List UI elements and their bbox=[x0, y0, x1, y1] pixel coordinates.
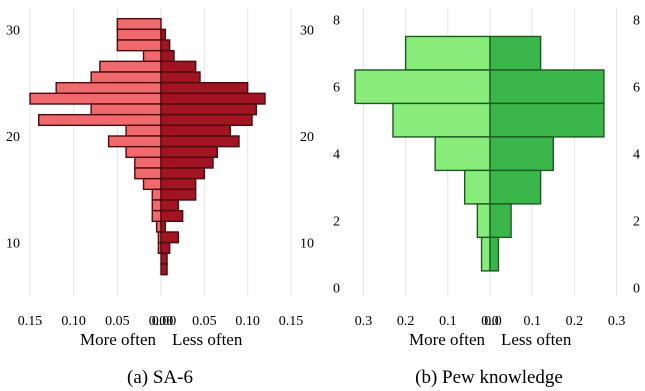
histogram-bar bbox=[160, 28, 167, 41]
histogram-bar bbox=[160, 92, 266, 105]
histogram-bar bbox=[489, 102, 605, 138]
y-tick-label: 30 bbox=[300, 23, 314, 38]
histogram-bar bbox=[116, 28, 162, 41]
histogram-bar bbox=[116, 39, 162, 52]
histogram-bar bbox=[125, 145, 162, 159]
x-tick-label: 0.00 bbox=[152, 314, 177, 329]
x-tick-label: 0.3 bbox=[608, 314, 626, 329]
histogram-bar bbox=[142, 177, 162, 191]
y-tick-label: 10 bbox=[300, 237, 314, 252]
histogram-bar bbox=[55, 81, 162, 95]
histogram-bar bbox=[160, 241, 171, 255]
histogram-bar bbox=[116, 17, 162, 31]
y-tick-label: 20 bbox=[6, 130, 20, 145]
y-tick-label: 30 bbox=[6, 23, 20, 38]
caption-sa6: (a) SA-6 bbox=[127, 367, 193, 388]
x-tick-label: 0.1 bbox=[523, 314, 541, 329]
histogram-bar bbox=[99, 60, 162, 73]
x-tick-label: 0.15 bbox=[279, 314, 304, 329]
x-tick-label: 0.0 bbox=[481, 314, 499, 329]
histogram-bar bbox=[160, 145, 219, 159]
histogram-bar bbox=[38, 113, 162, 127]
histogram-bar bbox=[160, 60, 197, 73]
histogram-bar bbox=[354, 69, 491, 105]
y-tick-label: 2 bbox=[333, 215, 340, 230]
histogram-bar bbox=[90, 103, 162, 116]
y-tick-label: 0 bbox=[333, 282, 340, 297]
histogram-bar bbox=[434, 136, 491, 172]
histogram-bar bbox=[151, 209, 162, 223]
histogram-bar bbox=[160, 81, 249, 95]
histogram-bar bbox=[160, 71, 201, 84]
y-tick-label: 0 bbox=[633, 282, 640, 297]
panel-sa6: 0.15 0.10 0.05 0.000.00 0.05 0.10 0.1510203010… bbox=[6, 8, 314, 349]
histogram-bar bbox=[480, 236, 491, 272]
y-tick-label: 6 bbox=[333, 81, 340, 96]
histogram-bar bbox=[489, 203, 512, 239]
histogram-bar bbox=[151, 188, 162, 201]
y-tick-label: 6 bbox=[633, 81, 640, 96]
histogram-bar bbox=[160, 177, 197, 191]
x-tick-label: 0.10 bbox=[61, 314, 86, 329]
caption-pew-knowledge: (b) Pew knowledge bbox=[415, 367, 563, 388]
histogram-bar bbox=[160, 231, 180, 244]
x-tick-label: 0.15 bbox=[18, 314, 43, 329]
histogram-bar bbox=[392, 102, 491, 138]
histogram-bar bbox=[134, 156, 162, 169]
x-tick-label: 0.1 bbox=[439, 314, 457, 329]
y-tick-label: 4 bbox=[633, 148, 640, 163]
x-axis-label-less-often: Less often bbox=[501, 330, 572, 349]
histogram-bar bbox=[489, 236, 500, 272]
histogram-bar bbox=[160, 103, 258, 116]
x-tick-label: 0.2 bbox=[397, 314, 415, 329]
histogram-bar bbox=[125, 124, 162, 137]
y-tick-label: 8 bbox=[333, 14, 340, 29]
x-tick-label: 0.10 bbox=[235, 314, 260, 329]
histogram-bar bbox=[142, 49, 162, 63]
y-tick-label: 2 bbox=[633, 215, 640, 230]
histogram-bar bbox=[404, 35, 491, 71]
x-axis-label-more-often: More often bbox=[80, 330, 157, 349]
histogram-bar bbox=[160, 39, 171, 52]
histogram-bar bbox=[160, 156, 214, 169]
x-axis-label-more-often: More often bbox=[409, 330, 486, 349]
x-tick-label: 0.00 bbox=[149, 314, 174, 329]
y-tick-label: 8 bbox=[633, 14, 640, 29]
histogram-bar bbox=[160, 135, 240, 148]
x-axis-label-less-often: Less often bbox=[172, 330, 243, 349]
y-tick-label: 4 bbox=[333, 148, 340, 163]
histogram-bar bbox=[160, 199, 180, 212]
histogram-bar bbox=[160, 49, 175, 63]
histogram-bar bbox=[160, 167, 206, 180]
histogram-bar bbox=[29, 92, 162, 105]
x-tick-label: 0.3 bbox=[355, 314, 373, 329]
y-tick-label: 20 bbox=[300, 130, 314, 145]
x-tick-label: 0.0 bbox=[484, 314, 502, 329]
y-tick-label: 10 bbox=[6, 237, 20, 252]
histogram-bar bbox=[151, 199, 162, 212]
histogram-bar bbox=[160, 113, 253, 127]
histogram-bar bbox=[489, 169, 542, 205]
histogram-bar bbox=[489, 136, 554, 172]
histogram-bar bbox=[489, 69, 605, 105]
histogram-bar bbox=[160, 263, 168, 276]
x-tick-label: 0.05 bbox=[105, 314, 130, 329]
histogram-bar bbox=[134, 167, 162, 180]
histogram-bar bbox=[489, 35, 542, 71]
histogram-bar bbox=[160, 124, 232, 137]
histogram-bar bbox=[463, 169, 491, 205]
histogram-bar bbox=[160, 209, 184, 223]
x-tick-label: 0.2 bbox=[566, 314, 584, 329]
x-tick-label: 0.05 bbox=[192, 314, 217, 329]
histogram-bar bbox=[107, 135, 162, 148]
histogram-bar bbox=[90, 71, 162, 84]
histogram-bar bbox=[160, 220, 167, 233]
histogram-bar bbox=[160, 252, 168, 265]
histogram-bar bbox=[160, 188, 197, 201]
histogram-bar bbox=[476, 203, 491, 239]
